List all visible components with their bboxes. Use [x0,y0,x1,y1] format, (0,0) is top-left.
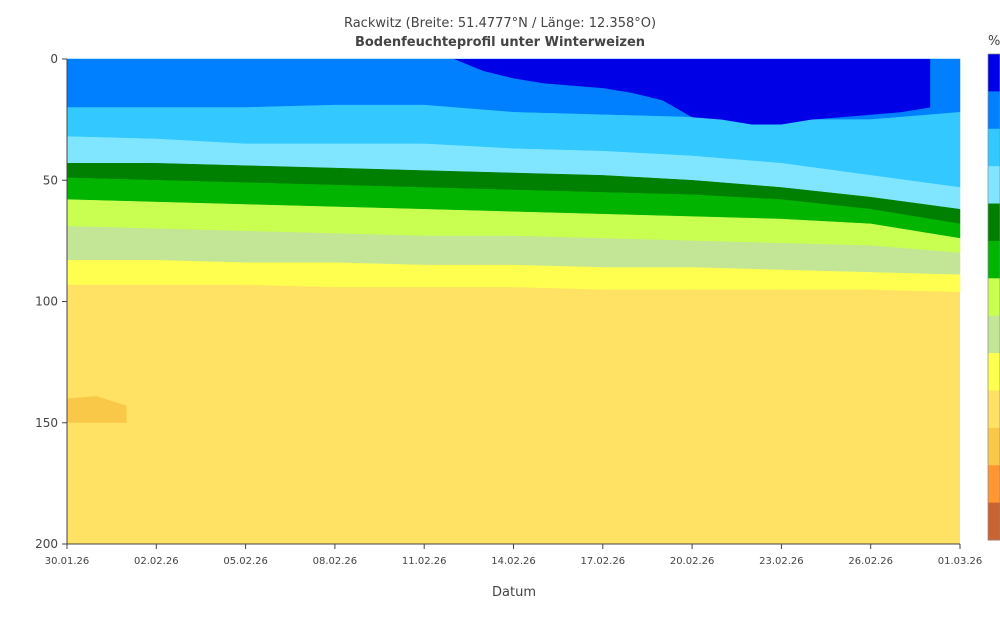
moisture-patch-wet [454,59,931,125]
x-axis-label: Datum [492,585,536,600]
x-tick-label: 20.02.26 [670,556,715,567]
x-tick-label: 02.02.26 [134,556,179,567]
x-tick-label: 30.01.26 [45,556,90,567]
y-tick-label: 200 [35,537,58,551]
legend-swatch [988,278,1000,317]
y-tick-label: 100 [35,295,58,309]
plot-area [66,58,961,544]
x-tick-label: 17.02.26 [581,556,626,567]
legend-swatch [988,390,1000,429]
legend-swatch [988,166,1000,205]
x-tick-label: 23.02.26 [759,556,804,567]
legend-swatch [988,502,1000,541]
x-tick-label: 08.02.26 [313,556,358,567]
x-tick-label: 01.03.26 [938,556,983,567]
y-tick-label: 0 [50,52,58,66]
y-tick-label: 50 [43,173,58,187]
legend-swatch [988,465,1000,504]
legend-swatch [988,427,1000,466]
legend-swatch [988,54,1000,92]
x-tick-label: 05.02.26 [223,556,268,567]
moisture-band-8 [66,260,961,293]
legend-swatch [988,91,1000,130]
chart-subtitle: Bodenfeuchteprofil unter Winterweizen [354,35,646,50]
x-tick-label: 26.02.26 [848,556,893,567]
legend-swatch [988,240,1000,279]
x-axis: 30.01.26 02.02.26 05.02.26 08.02.26 11.02.26… [45,543,983,567]
x-tick-label: 14.02.26 [491,556,536,567]
y-tick-label: 150 [35,416,58,430]
chart-title: Rackwitz (Breite: 51.4777°N / Länge: 12.… [343,16,657,31]
moisture-patch-dry [67,396,127,423]
legend-swatch [988,203,1000,242]
color-legend[interactable] [987,53,1000,541]
x-tick-label: 11.02.26 [402,556,447,567]
legend-swatch [988,353,1000,391]
legend-swatch [988,315,1000,354]
legend-border [987,53,1000,541]
y-axis: 0 50 100 150 200 [35,52,68,551]
legend-unit-label: % [988,34,1000,49]
legend-swatch [988,128,1000,167]
